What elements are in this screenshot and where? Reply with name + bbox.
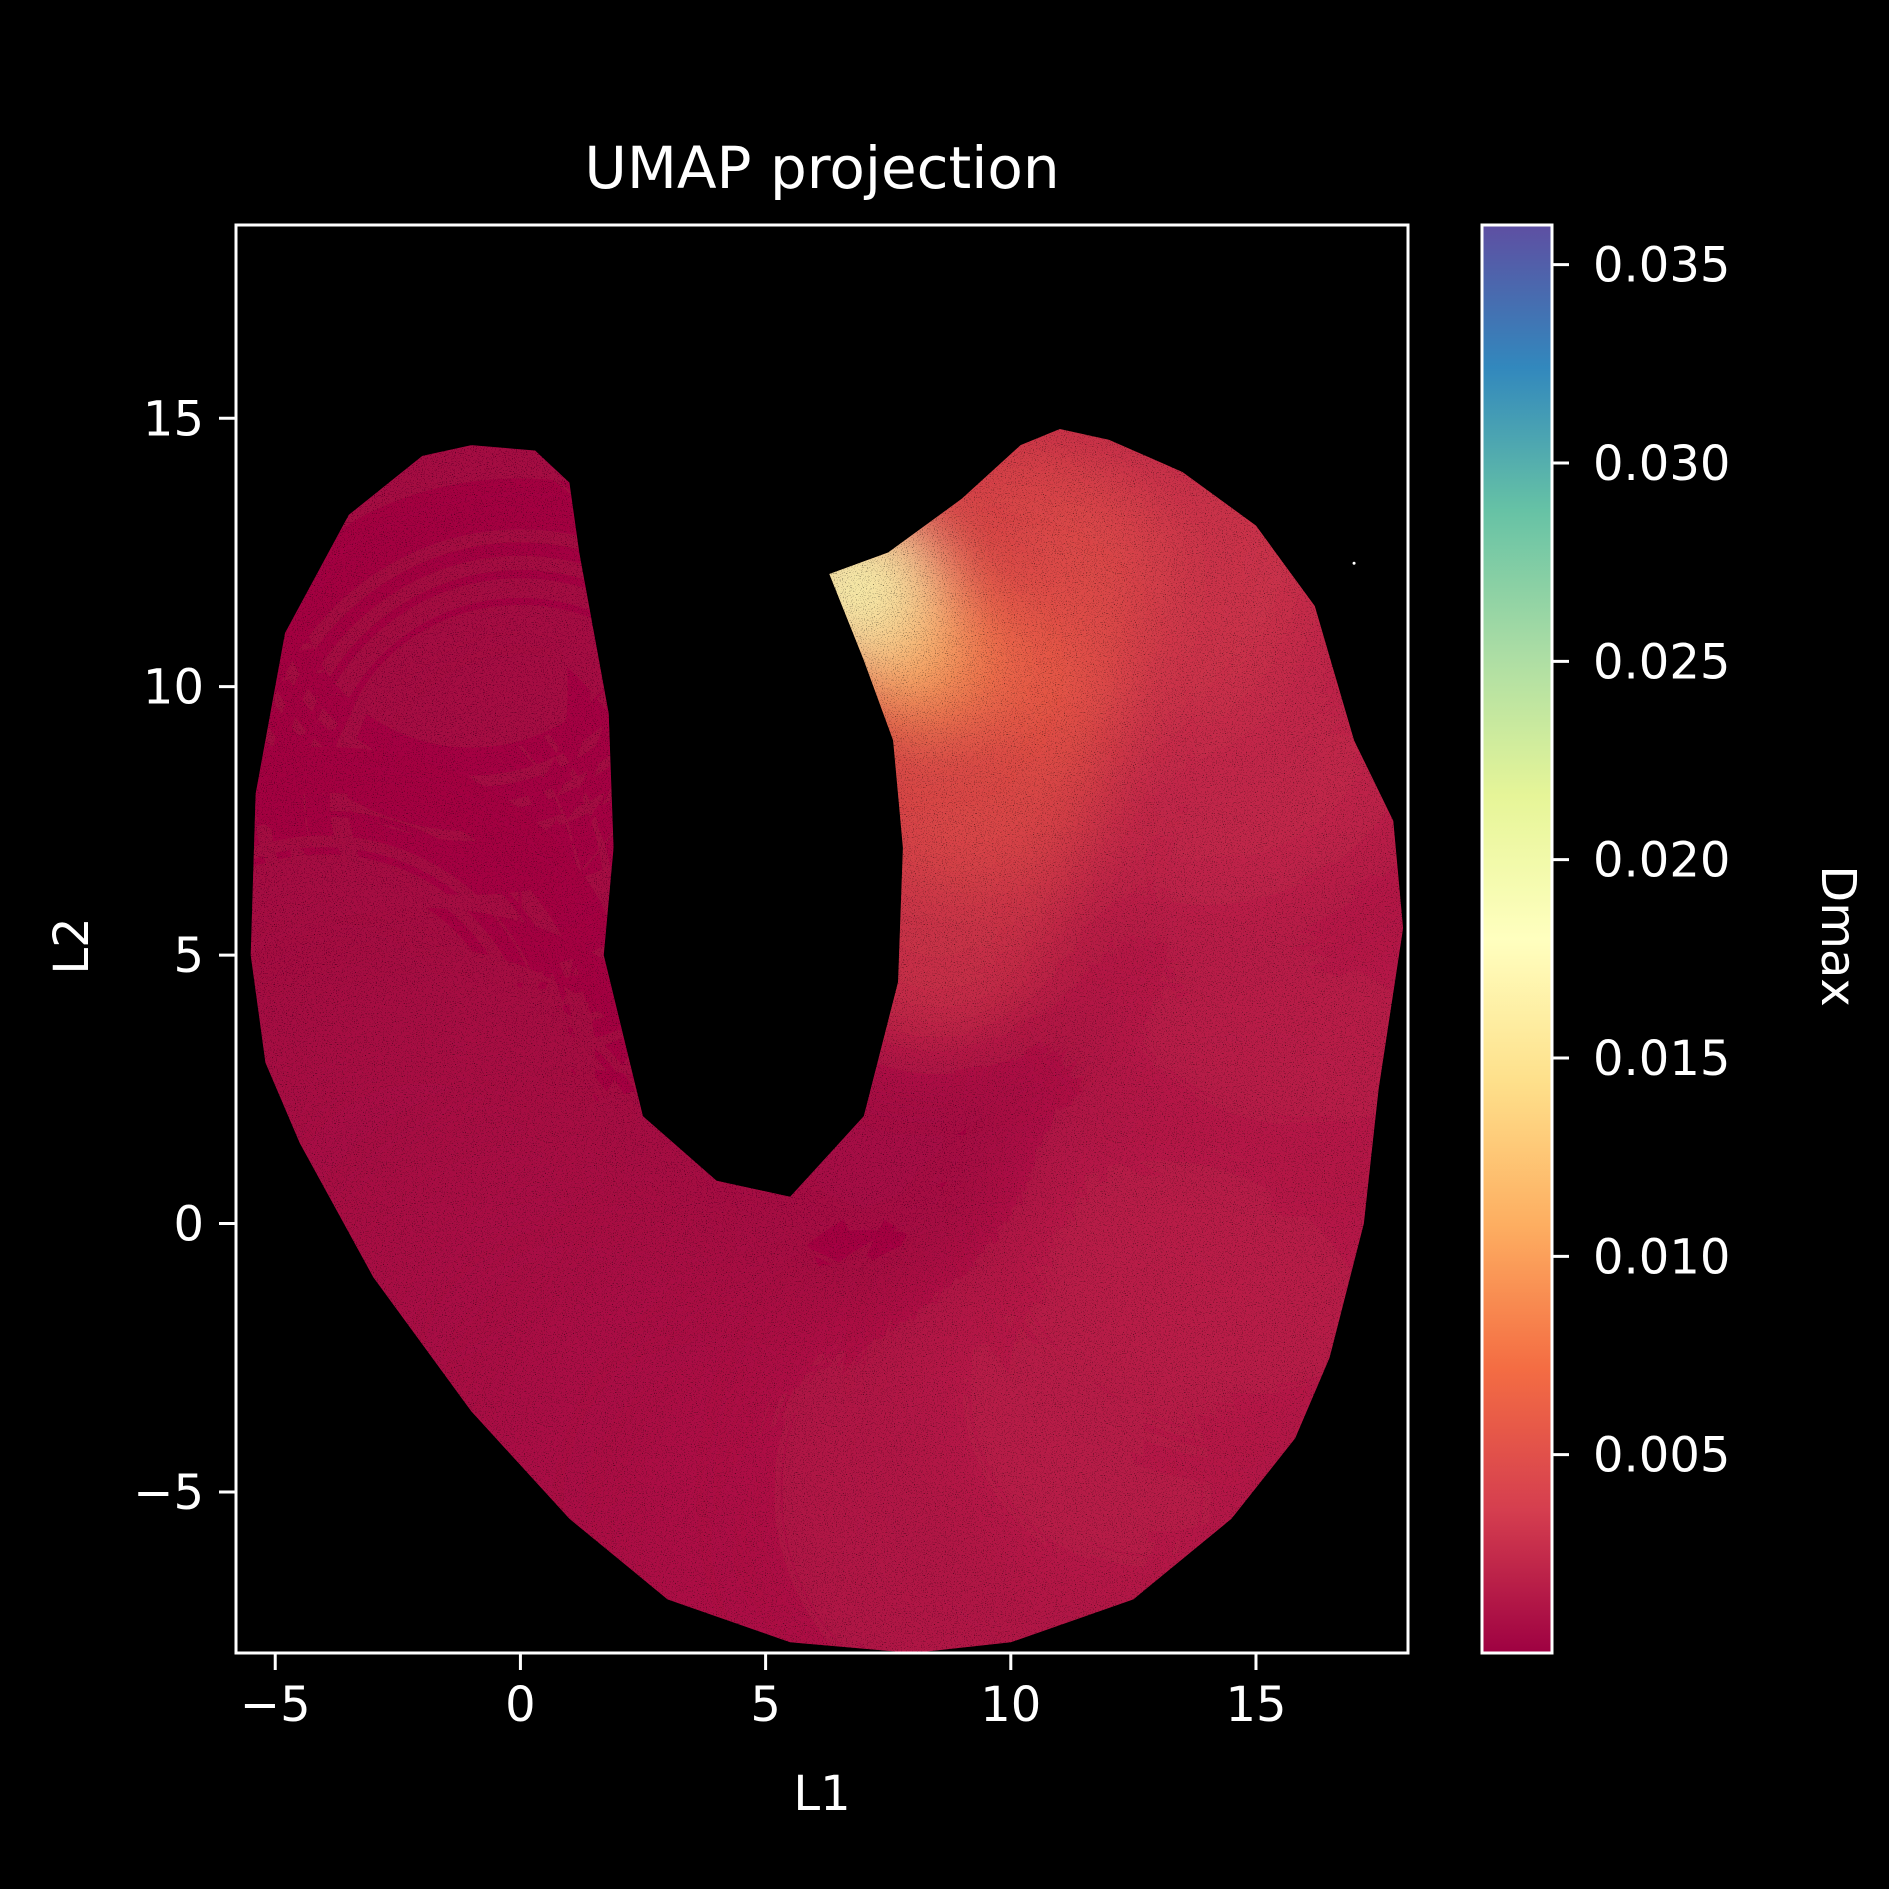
y-tick-label: 10 bbox=[143, 660, 204, 716]
plot-frame bbox=[234, 223, 1410, 1655]
colorbar-tick-label: 0.035 bbox=[1593, 238, 1730, 294]
scatter-color-region bbox=[774, 509, 915, 650]
x-tick-label: 15 bbox=[1225, 1677, 1286, 1733]
x-tick-label: 5 bbox=[750, 1677, 781, 1733]
colorbar-tick-label: 0.005 bbox=[1593, 1428, 1730, 1484]
scatter-color-region bbox=[787, 751, 1088, 1052]
x-axis-label: L1 bbox=[793, 1766, 850, 1822]
y-tick-label: 0 bbox=[173, 1197, 204, 1253]
colorbar bbox=[1480, 223, 1554, 1655]
colorbar-tick-label: 0.030 bbox=[1593, 436, 1730, 492]
colorbar-tick-label: 0.015 bbox=[1593, 1031, 1730, 1087]
chart-title: UMAP projection bbox=[584, 134, 1059, 202]
y-tick-label: 15 bbox=[143, 391, 204, 447]
y-tick-label: 5 bbox=[173, 928, 204, 984]
colorbar-axis: 0.005 0.010 0.015 0.020 0.025 0.030 0.035 bbox=[1552, 238, 1730, 1484]
colorbar-tick-label: 0.025 bbox=[1593, 634, 1730, 690]
x-tick-label: 10 bbox=[980, 1677, 1041, 1733]
x-axis: −5 0 5 10 15 bbox=[240, 1653, 1287, 1733]
y-axis-label: L2 bbox=[44, 917, 100, 974]
x-tick-label: 0 bbox=[505, 1677, 536, 1733]
y-axis: −5 0 5 10 15 bbox=[133, 391, 236, 1521]
scatter-point bbox=[1352, 561, 1356, 565]
y-tick-label: −5 bbox=[133, 1465, 204, 1521]
colorbar-tick-label: 0.010 bbox=[1593, 1229, 1730, 1285]
scatter-point-cloud bbox=[250, 429, 1404, 1653]
colorbar-label: Dmax bbox=[1810, 865, 1866, 1007]
x-tick-label: −5 bbox=[240, 1677, 311, 1733]
colorbar-tick-label: 0.020 bbox=[1593, 833, 1730, 889]
